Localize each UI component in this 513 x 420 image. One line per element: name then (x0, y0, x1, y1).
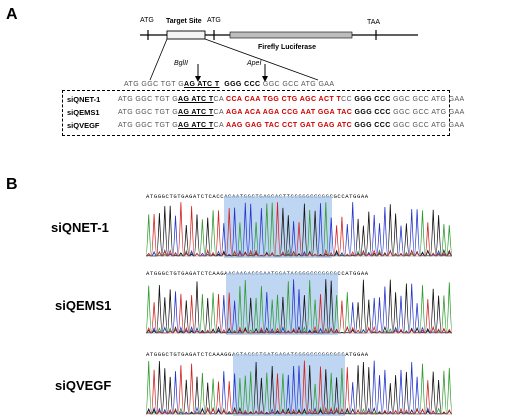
row-seq-ggg: GGG CCC (354, 109, 391, 116)
wt-seq-pre: ATG GGC TGT G (124, 81, 185, 88)
trace-c-channel (145, 360, 453, 415)
bgl-label: BglII (174, 60, 189, 67)
row-seq-siqvegf: ATG GGC TGT GAG ATC TCA AAG GAG TAC CCT … (118, 122, 465, 129)
panel-b-letter: B (6, 176, 18, 193)
row-name-siqvegf: siQVEGF (67, 121, 100, 130)
trace-siqnet1 (145, 202, 453, 257)
row-seq-site: AG ATC T (178, 109, 214, 116)
row-seq-siqems1: ATG GGC TGT GAG ATC TCA AGA ACA AGA CCG … (118, 109, 465, 116)
trace-siqems1 (145, 279, 453, 334)
ape-arrow-head (262, 76, 268, 82)
target-site-box (166, 30, 206, 40)
row-seq-ggg: GGG CCC (354, 122, 391, 129)
trace-label-siqnet1: siQNET-1 (51, 220, 109, 235)
trace-t-channel (145, 292, 453, 334)
trace-c-channel (145, 279, 453, 334)
row-seq-ggg: GGG CCC (354, 96, 391, 103)
bgl-arrow-head (195, 76, 201, 82)
row-seq-ca: CA (213, 122, 227, 129)
trace-g-channel (145, 279, 453, 334)
panel-a-letter: A (6, 6, 18, 23)
row-seq-site: AG ATC T (178, 96, 214, 103)
trace-t-channel (145, 202, 453, 257)
zoom-line-right (204, 38, 319, 81)
zoom-line-left (149, 38, 168, 81)
row-name-siqems1: siQEMS1 (67, 108, 100, 117)
row-seq-pre: ATG GGC TGT G (118, 96, 179, 103)
wt-seq-mid: GGG CCC (224, 81, 261, 88)
row-seq-post: GGC GCC ATG GAA (390, 109, 465, 116)
target-site-label: Target Site (166, 18, 202, 25)
row-seq-post: GGC GCC ATG GAA (390, 96, 465, 103)
row-seq-pre: ATG GGC TGT G (118, 109, 179, 116)
row-seq-ca: CA (213, 109, 227, 116)
row-seq-site: AG ATC T (178, 122, 214, 129)
trace-label-siqvegf: siQVEGF (55, 378, 112, 393)
wt-sequence: ATG GGC TGT GAG ATC T GGG CCC GGC GCC AT… (124, 81, 334, 88)
trace-label-siqems1: siQEMS1 (55, 298, 112, 313)
constructs-box (62, 90, 450, 136)
wt-seq-post: GGC GCC ATG GAA (262, 81, 335, 88)
luciferase-bar (229, 31, 353, 39)
row-seq-cc: CC (341, 96, 355, 103)
row-seq-siqnet1: ATG GGC TGT GAG ATC TCA CCA CAA TGG CTG … (118, 96, 465, 103)
row-seq-insert: AAG GAG TAC CCT GAT GAG ATC (226, 122, 353, 129)
row-seq-post: GGC GCC ATG GAA (390, 122, 465, 129)
trace-siqvegf (145, 360, 453, 415)
luciferase-label: Firefly Luciferase (258, 44, 316, 51)
row-seq-insert: CCA CAA TGG CTG AGC ACT T (226, 96, 342, 103)
atg-left-label: ATG (140, 17, 154, 24)
row-name-siqnet1: siQNET-1 (67, 95, 101, 104)
taa-label: TAA (367, 19, 381, 26)
row-seq-ca: CA (213, 96, 227, 103)
trace-g-channel (145, 361, 453, 415)
wt-seq-site: AG ATC T (184, 81, 220, 88)
construct-diagram (140, 30, 418, 82)
trace-t-channel (145, 360, 453, 415)
row-seq-pre: ATG GGC TGT G (118, 122, 179, 129)
atg-right-label: ATG (207, 17, 221, 24)
ape-label: ApeI (247, 60, 262, 67)
row-seq-insert: AGA ACA AGA CCG AAT GGA TAC (226, 109, 353, 116)
